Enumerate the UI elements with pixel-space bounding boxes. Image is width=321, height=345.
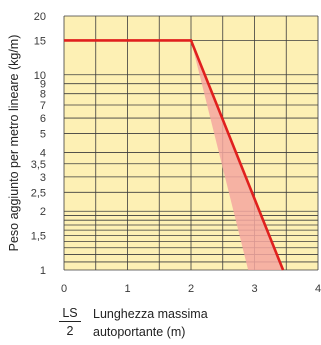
x-tick-label: 4 <box>315 283 321 295</box>
fraction-bar <box>59 321 81 322</box>
y-tick-label: 10 <box>34 70 46 82</box>
y-tick-label: 3 <box>40 172 46 184</box>
y-tick-label: 2,5 <box>31 187 46 199</box>
y-tick-label: 9 <box>40 79 46 91</box>
fraction-denominator: 2 <box>66 324 74 338</box>
y-tick-label: 8 <box>40 89 46 101</box>
series-line <box>64 39 285 271</box>
x-tick-label: 1 <box>124 283 130 295</box>
y-tick-label: 1,5 <box>31 231 46 243</box>
y-tick-label: 6 <box>40 113 46 125</box>
x-tick-label: 2 <box>188 283 194 295</box>
y-tick-label: 1 <box>40 265 46 277</box>
axis-legend: LS 2 Lunghezza massima autoportante (m) <box>57 305 317 345</box>
x-tick-label: 3 <box>251 283 257 295</box>
y-tick-label: 2 <box>40 206 46 218</box>
x-tick-label: 0 <box>61 283 67 295</box>
fraction-numerator: LS <box>62 306 78 320</box>
y-tick-label: 20 <box>34 11 46 23</box>
y-axis-label: Peso aggiunto per metro lineare (kg/m) <box>7 35 21 252</box>
x-axis-description-line-1: Lunghezza massima <box>93 307 208 321</box>
y-tick-label: 5 <box>40 129 46 141</box>
y-tick-label: 4 <box>40 147 46 159</box>
x-axis-description-line-2: autoportante (m) <box>93 325 186 339</box>
x-axis-description: Lunghezza massima autoportante (m) <box>93 305 208 341</box>
y-tick-label: 7 <box>40 100 46 112</box>
y-tick-label: 15 <box>34 35 46 47</box>
ls-over-2-fraction: LS 2 <box>57 305 83 338</box>
y-tick-label: 3,5 <box>31 159 46 171</box>
